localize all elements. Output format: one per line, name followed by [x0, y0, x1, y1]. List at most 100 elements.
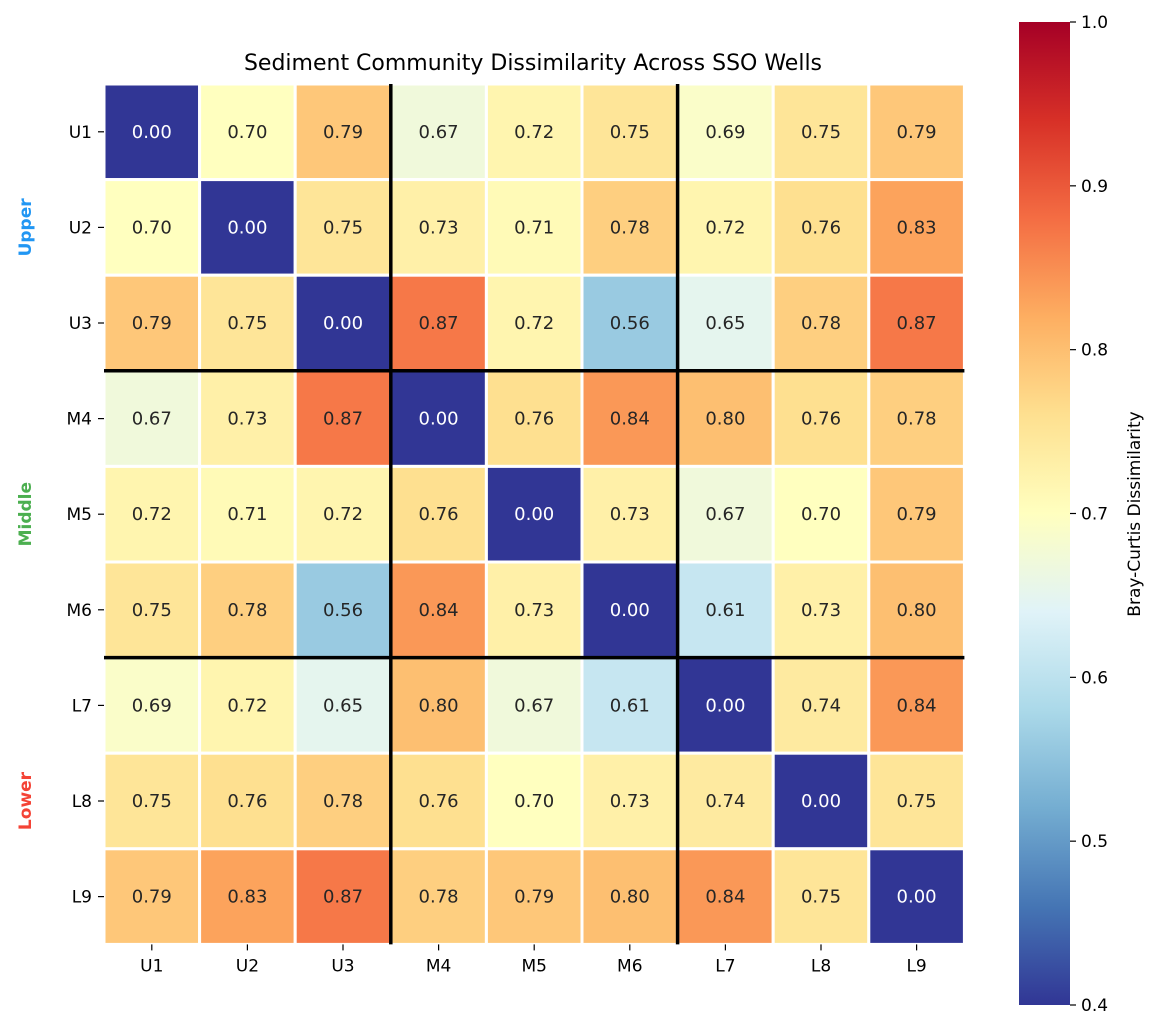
- cell-value-label: 0.00: [323, 313, 363, 334]
- x-tick-label: U3: [331, 956, 354, 976]
- heatmap-cell: [676, 847, 775, 946]
- cell-value-label: 0.00: [801, 791, 841, 812]
- cell-value-label: 0.78: [610, 217, 650, 238]
- cell-value-label: 0.56: [323, 600, 363, 621]
- cell-value-label: 0.73: [801, 600, 841, 621]
- cell-value-label: 0.84: [610, 409, 650, 430]
- cell-value-label: 0.71: [514, 217, 554, 238]
- heatmap-cell: [198, 82, 297, 182]
- heatmap-cell: [484, 178, 584, 277]
- cell-value-label: 0.79: [897, 122, 937, 143]
- cell-value-label: 0.70: [801, 504, 841, 525]
- heatmap-cell: [580, 82, 680, 182]
- cell-value-label: 0.75: [897, 791, 937, 812]
- heatmap-cell: [198, 273, 297, 373]
- heatmap-cell: [389, 273, 488, 373]
- x-tick-label: L8: [811, 956, 831, 976]
- x-tick-label: M5: [521, 956, 546, 976]
- y-tick-label: M4: [67, 410, 92, 430]
- cell-value-label: 0.75: [227, 313, 267, 334]
- cell-value-label: 0.65: [705, 313, 745, 334]
- colorbar-tick-label: 0.7: [1081, 505, 1108, 525]
- cell-value-label: 0.72: [323, 504, 363, 525]
- cell-value-label: 0.79: [132, 887, 172, 908]
- cell-value-label: 0.76: [227, 791, 267, 812]
- colorbar-tick-label: 0.6: [1081, 668, 1108, 688]
- colorbar-tick-label: 0.8: [1081, 341, 1108, 361]
- heatmap-cell: [293, 751, 393, 851]
- cell-value-label: 0.76: [801, 409, 841, 430]
- heatmap-cell: [102, 751, 202, 851]
- cell-value-label: 0.61: [705, 600, 745, 621]
- cell-value-label: 0.76: [419, 504, 459, 525]
- cell-value-label: 0.73: [514, 600, 554, 621]
- x-tick-label: U2: [236, 956, 259, 976]
- cell-value-label: 0.75: [132, 600, 172, 621]
- cell-value-label: 0.74: [705, 791, 745, 812]
- x-tick-label: M6: [617, 956, 642, 976]
- y-tick-label: U2: [69, 218, 92, 238]
- heatmap-cell: [580, 560, 680, 660]
- cell-value-label: 0.83: [227, 887, 267, 908]
- heatmap-cell: [102, 847, 202, 946]
- heatmap-cell: [867, 464, 966, 564]
- heatmap-cell: [867, 847, 966, 946]
- cell-value-label: 0.87: [897, 313, 937, 334]
- cell-value-label: 0.74: [801, 695, 841, 716]
- cell-value-label: 0.61: [610, 695, 650, 716]
- cell-value-label: 0.83: [897, 217, 937, 238]
- cell-value-label: 0.87: [323, 887, 363, 908]
- cell-value-label: 0.76: [514, 409, 554, 430]
- cell-value-label: 0.75: [132, 791, 172, 812]
- group-label: Middle: [16, 482, 36, 546]
- heatmap-cell: [293, 560, 393, 660]
- cell-value-label: 0.73: [610, 504, 650, 525]
- cell-value-label: 0.87: [419, 313, 459, 334]
- cell-value-label: 0.78: [897, 409, 937, 430]
- cell-value-label: 0.00: [514, 504, 554, 525]
- x-tick-label: L7: [715, 956, 735, 976]
- cell-value-label: 0.87: [323, 409, 363, 430]
- cell-value-label: 0.80: [419, 695, 459, 716]
- heatmap-cell: [867, 369, 966, 468]
- y-tick-label: U3: [69, 314, 92, 334]
- cell-value-label: 0.00: [227, 217, 267, 238]
- x-tick-label: L9: [906, 956, 926, 976]
- heatmap-cell: [484, 847, 584, 946]
- cell-value-label: 0.00: [419, 409, 459, 430]
- cell-value-label: 0.72: [132, 504, 172, 525]
- y-tick-label: M5: [67, 505, 92, 525]
- y-tick-label: L7: [72, 696, 92, 716]
- heatmap-cell: [484, 656, 584, 755]
- group-label: Lower: [16, 771, 36, 830]
- chart-title: Sediment Community Dissimilarity Across …: [244, 51, 822, 76]
- heatmap-cell: [293, 273, 393, 373]
- heatmap-cell: [771, 82, 871, 182]
- cell-value-label: 0.67: [514, 695, 554, 716]
- heatmap-cell: [102, 464, 202, 564]
- cell-value-label: 0.78: [801, 313, 841, 334]
- cell-value-label: 0.84: [897, 695, 937, 716]
- y-tick-label: M6: [67, 601, 92, 621]
- heatmap-cell: [389, 847, 488, 946]
- cell-value-label: 0.71: [227, 504, 267, 525]
- heatmap-cell: [198, 560, 297, 660]
- cell-value-label: 0.70: [514, 791, 554, 812]
- heatmap-cell: [484, 560, 584, 660]
- cell-value-label: 0.72: [514, 313, 554, 334]
- colorbar-tick-label: 0.5: [1081, 832, 1108, 852]
- heatmap-cell: [102, 273, 202, 373]
- colorbar-tick-label: 0.9: [1081, 177, 1108, 197]
- cell-value-label: 0.67: [132, 409, 172, 430]
- cell-value-label: 0.00: [610, 600, 650, 621]
- cell-value-label: 0.76: [801, 217, 841, 238]
- heatmap-cell: [580, 751, 680, 851]
- cell-value-label: 0.75: [323, 217, 363, 238]
- cell-value-label: 0.79: [323, 122, 363, 143]
- colorbar-tick-label: 0.4: [1081, 996, 1108, 1016]
- cell-value-label: 0.78: [323, 791, 363, 812]
- cell-value-label: 0.84: [419, 600, 459, 621]
- cell-value-label: 0.78: [419, 887, 459, 908]
- cell-value-label: 0.72: [227, 695, 267, 716]
